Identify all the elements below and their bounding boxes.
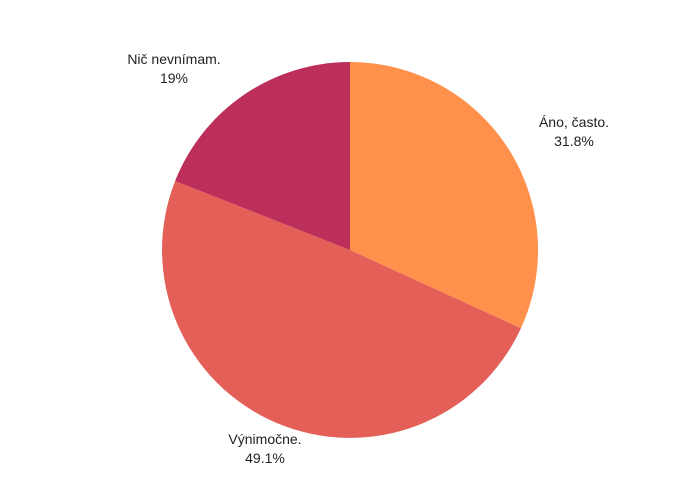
slice-label-ano-casto: Áno, často. — [539, 114, 609, 130]
slice-value-nic-nevnimam: 19% — [160, 70, 188, 86]
pie-slices — [162, 62, 538, 438]
pie-labels: Áno, často. 31.8% Výnimočne. 49.1% Nič nevní… — [127, 51, 609, 466]
pie-slice-vynimocne — [162, 181, 521, 438]
slice-value-vynimocne: 49.1% — [245, 450, 285, 466]
slice-label-vynimocne: Výnimočne. — [228, 431, 301, 447]
pie-slice-ano-casto — [350, 62, 538, 329]
pie-slice-nic-nevnimam — [175, 62, 350, 250]
slice-value-ano-casto: 31.8% — [554, 133, 594, 149]
slice-label-nic-nevnimam: Nič nevnímam. — [127, 51, 220, 67]
